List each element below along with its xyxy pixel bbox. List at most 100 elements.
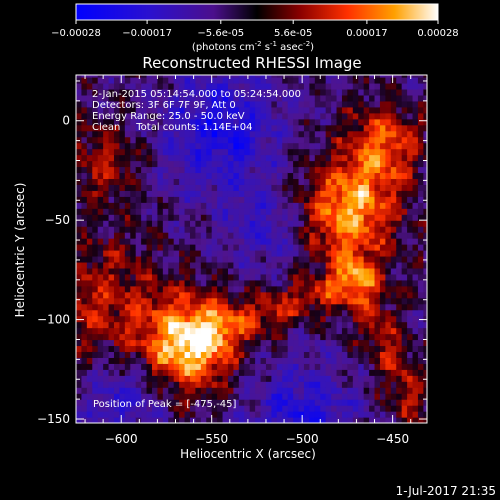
heatmap-cell: [379, 184, 386, 191]
heatmap-cell: [222, 226, 229, 233]
heatmap-cell: [113, 220, 121, 227]
heatmap-cell: [282, 184, 289, 191]
heatmap-cell: [86, 214, 93, 221]
heatmap-cell: [358, 297, 365, 305]
heatmap-cell: [303, 381, 310, 388]
heatmap-cell: [396, 148, 403, 156]
heatmap-cell: [282, 82, 289, 90]
heatmap-cell: [184, 196, 191, 203]
heatmap-cell: [298, 303, 305, 311]
heatmap-cell: [184, 106, 191, 114]
heatmap-cell: [363, 75, 370, 78]
heatmap-cell: [293, 339, 300, 347]
heatmap-cell: [238, 238, 245, 245]
heatmap-cell: [265, 232, 272, 239]
heatmap-cell: [396, 369, 403, 376]
heatmap-cell: [369, 327, 376, 335]
heatmap-cell: [146, 226, 153, 233]
heatmap-cell: [423, 273, 427, 281]
heatmap-cell: [293, 273, 300, 281]
heatmap-cell: [238, 315, 245, 323]
heatmap-cell: [374, 387, 381, 394]
heatmap-cell: [385, 375, 392, 382]
heatmap-cell: [195, 267, 202, 275]
heatmap-cell: [141, 166, 148, 174]
heatmap-cell: [119, 244, 126, 251]
heatmap-cell: [341, 291, 348, 299]
heatmap-cell: [108, 202, 115, 209]
heatmap-cell: [423, 321, 427, 329]
heatmap-cell: [130, 333, 137, 341]
heatmap-cell: [124, 142, 131, 150]
heatmap-cell: [320, 339, 327, 347]
heatmap-cell: [130, 339, 137, 347]
heatmap-cell: [265, 411, 272, 418]
heatmap-cell: [325, 417, 332, 423]
heatmap-cell: [76, 267, 83, 275]
heatmap-cell: [303, 345, 310, 353]
heatmap-cell: [379, 399, 386, 406]
heatmap-cell: [352, 106, 359, 114]
heatmap-cell: [103, 291, 110, 299]
heatmap-cell: [293, 106, 300, 114]
heatmap-cell: [168, 345, 175, 353]
heatmap-cell: [347, 142, 354, 150]
heatmap-cell: [103, 238, 110, 245]
heatmap-cell: [200, 214, 207, 221]
heatmap-cell: [195, 291, 202, 299]
heatmap-cell: [141, 75, 148, 78]
heatmap-cell: [282, 249, 289, 257]
heatmap-cell: [374, 261, 381, 269]
heatmap-cell: [303, 178, 310, 185]
heatmap-cell: [271, 273, 278, 281]
heatmap-cell: [265, 267, 272, 275]
heatmap-cell: [113, 148, 121, 156]
heatmap-cell: [81, 226, 88, 233]
heatmap-cell: [162, 190, 169, 197]
heatmap-cell: [293, 244, 300, 251]
heatmap-cell: [347, 148, 354, 156]
heatmap-cell: [336, 172, 343, 180]
heatmap-cell: [124, 345, 131, 353]
heatmap-cell: [76, 351, 83, 358]
heatmap-cell: [168, 118, 175, 126]
heatmap-cell: [146, 255, 153, 263]
heatmap-cell: [423, 339, 427, 347]
heatmap-cell: [119, 285, 126, 293]
heatmap-cell: [238, 142, 245, 150]
heatmap-cell: [417, 172, 424, 180]
heatmap-cell: [151, 75, 159, 78]
heatmap-cell: [97, 100, 104, 108]
heatmap-cell: [168, 172, 175, 180]
heatmap-cell: [293, 154, 300, 162]
heatmap-cell: [184, 267, 191, 275]
heatmap-cell: [287, 142, 294, 150]
heatmap-cell: [271, 166, 278, 174]
heatmap-cell: [385, 178, 392, 185]
heatmap-cell: [282, 75, 289, 78]
heatmap-cell: [265, 142, 272, 150]
heatmap-cell: [92, 261, 99, 269]
heatmap-cell: [303, 124, 310, 132]
heatmap-cell: [260, 381, 267, 388]
heatmap-cell: [92, 255, 99, 263]
heatmap-cell: [168, 393, 175, 400]
heatmap-cell: [146, 387, 153, 394]
heatmap-cell: [417, 417, 424, 423]
heatmap-cell: [179, 214, 186, 221]
heatmap-cell: [276, 357, 283, 364]
heatmap-cell: [146, 142, 153, 150]
heatmap-cell: [255, 399, 262, 406]
heatmap-cell: [108, 172, 115, 180]
heatmap-cell: [369, 255, 376, 263]
heatmap-cell: [162, 178, 169, 185]
heatmap-cell: [271, 297, 278, 305]
heatmap-cell: [146, 220, 153, 227]
heatmap-cell: [331, 112, 338, 120]
heatmap-cell: [113, 184, 121, 191]
heatmap-cell: [211, 261, 218, 269]
heatmap-cell: [379, 172, 386, 180]
heatmap-cell: [271, 339, 278, 347]
heatmap-cell: [407, 202, 414, 209]
heatmap-cell: [423, 190, 427, 197]
